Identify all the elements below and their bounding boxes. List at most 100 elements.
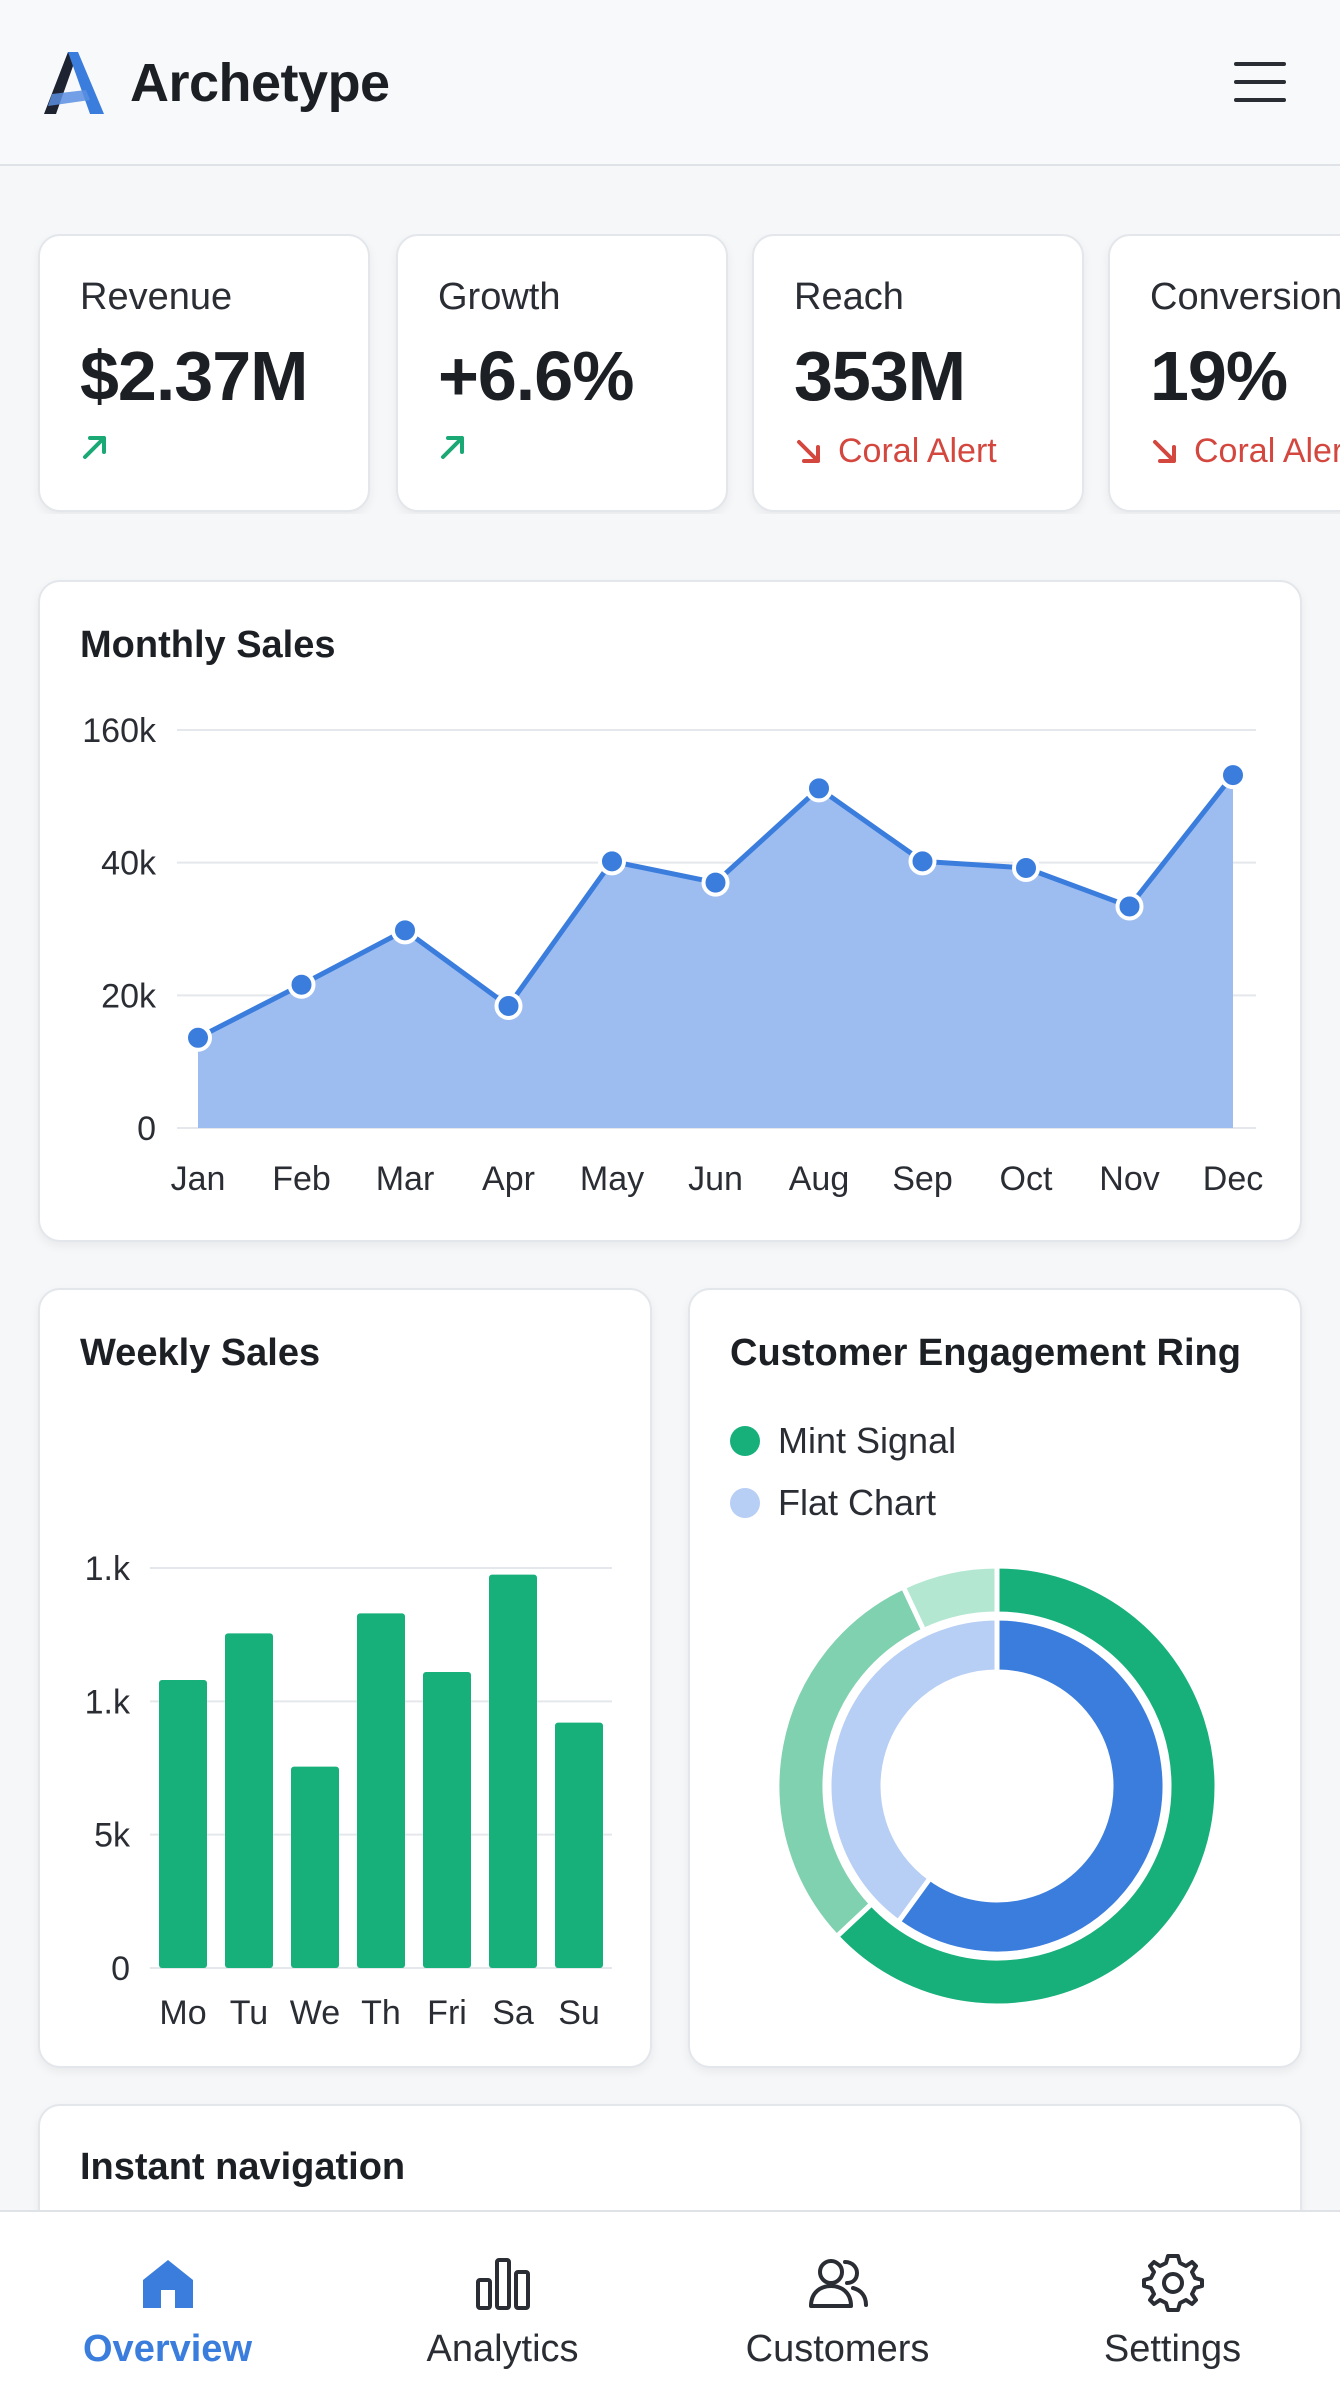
y-tick-label: 1.k xyxy=(85,1550,131,1588)
nav-item-settings[interactable]: Settings xyxy=(1005,2212,1340,2400)
x-tick-label: Jan xyxy=(171,1160,226,1198)
hamburger-menu-button[interactable] xyxy=(1230,58,1290,108)
data-point[interactable] xyxy=(1115,892,1144,921)
kpi-trend: Coral Alert xyxy=(794,432,997,471)
data-point[interactable] xyxy=(701,868,730,897)
nav-label: Customers xyxy=(745,2328,930,2370)
weekly-bar[interactable] xyxy=(159,1680,207,1968)
ring-slice[interactable] xyxy=(894,1615,1168,1957)
kpi-carousel[interactable]: Revenue $2.37M Growth +6.6% Reach 353M C… xyxy=(0,234,1340,514)
data-point[interactable] xyxy=(908,847,937,876)
x-tick-label: Th xyxy=(361,1994,401,2032)
kpi-label: Conversion xyxy=(1150,276,1340,318)
legend-dot xyxy=(730,1488,760,1518)
data-point[interactable] xyxy=(391,916,419,945)
x-tick-label: Su xyxy=(558,1994,600,2032)
kpi-label: Growth xyxy=(438,276,561,318)
y-tick-label: 0 xyxy=(137,1110,156,1148)
weekly-bar[interactable] xyxy=(291,1766,339,1968)
legend-label: Flat Chart xyxy=(778,1482,937,1523)
y-tick-label: 1.k xyxy=(85,1683,131,1721)
x-tick-label: Fri xyxy=(427,1994,467,2032)
legend-item-flat-chart[interactable]: Flat Chart xyxy=(730,1472,956,1534)
monthly-sales-card: Monthly Sales 0 20k 40k 160k Jan Feb Mar Apr May… xyxy=(38,580,1302,1242)
weekly-sales-chart[interactable]: 0 5k 1.k 1.k Mo Tu We Th Fri Sa Su xyxy=(40,1290,652,2068)
kpi-card-conversion[interactable]: Conversion 19% Coral Alert xyxy=(1108,234,1340,512)
y-tick-label: 0 xyxy=(111,1950,130,1988)
home-icon xyxy=(142,2260,193,2308)
kpi-trend-text: Coral Alert xyxy=(1194,432,1340,470)
trend-up-icon xyxy=(83,436,106,459)
weekly-bar[interactable] xyxy=(489,1574,537,1968)
bottom-navigation: Overview Analytics Customers xyxy=(0,2210,1340,2400)
weekly-bar[interactable] xyxy=(225,1633,273,1968)
customer-engagement-card: Customer Engagement Ring Mint Signal Fla… xyxy=(688,1288,1302,2068)
kpi-card-reach[interactable]: Reach 353M Coral Alert xyxy=(752,234,1084,512)
data-point[interactable] xyxy=(287,970,316,999)
x-tick-label: Mar xyxy=(376,1160,435,1198)
engagement-ring-chart[interactable] xyxy=(690,1290,1302,2068)
y-tick-label: 40k xyxy=(101,845,157,883)
trend-up-icon xyxy=(441,436,464,459)
nav-item-customers[interactable]: Customers xyxy=(670,2212,1005,2400)
x-tick-label: Tu xyxy=(230,1994,268,2032)
bar-chart-icon xyxy=(475,2258,530,2310)
x-tick-label: Sa xyxy=(492,1994,534,2032)
x-tick-label: Feb xyxy=(272,1160,331,1198)
kpi-value: +6.6% xyxy=(438,337,634,415)
x-tick-label: Dec xyxy=(1203,1160,1263,1198)
data-point[interactable] xyxy=(1219,761,1247,790)
weekly-bar[interactable] xyxy=(423,1672,471,1968)
nav-label: Overview xyxy=(83,2328,252,2370)
nav-item-overview[interactable]: Overview xyxy=(0,2212,335,2400)
ring-slice[interactable] xyxy=(826,1615,1000,1926)
legend-item-mint-signal[interactable]: Mint Signal xyxy=(730,1410,956,1472)
kpi-value: $2.37M xyxy=(80,337,308,415)
x-tick-label: Mo xyxy=(159,1994,206,2032)
data-point[interactable] xyxy=(494,991,523,1020)
kpi-trend: Coral Alert xyxy=(1150,432,1340,471)
nav-item-analytics[interactable]: Analytics xyxy=(335,2212,670,2400)
ring-slice[interactable] xyxy=(900,1563,1000,1634)
data-point[interactable] xyxy=(1012,853,1040,882)
x-tick-label: Aug xyxy=(789,1160,850,1198)
nav-label: Settings xyxy=(1103,2328,1242,2370)
data-point[interactable] xyxy=(805,774,833,803)
monthly-sales-chart[interactable]: 0 20k 40k 160k Jan Feb Mar Apr May Jun Aug Sep Oct No… xyxy=(40,582,1302,1242)
trend-down-icon xyxy=(1153,439,1176,463)
card-title: Monthly Sales xyxy=(80,624,336,666)
x-tick-label: Sep xyxy=(892,1160,953,1198)
weekly-bar[interactable] xyxy=(357,1613,405,1968)
kpi-label: Reach xyxy=(794,276,904,318)
users-icon xyxy=(808,2259,868,2308)
x-tick-label: Apr xyxy=(482,1160,535,1198)
app-title: Archetype xyxy=(130,53,390,113)
data-point[interactable] xyxy=(184,1023,212,1052)
legend-label: Mint Signal xyxy=(778,1420,957,1461)
x-tick-label: Nov xyxy=(1099,1160,1159,1198)
data-point[interactable] xyxy=(598,847,626,876)
card-title: Customer Engagement Ring xyxy=(730,1332,1241,1374)
y-tick-label: 160k xyxy=(82,712,157,750)
card-title: Instant navigation xyxy=(80,2146,406,2188)
kpi-value: 19% xyxy=(1150,337,1288,415)
nav-label: Analytics xyxy=(426,2328,579,2370)
kpi-card-revenue[interactable]: Revenue $2.37M xyxy=(38,234,370,512)
x-tick-label: Oct xyxy=(1000,1160,1053,1198)
archetype-logo-icon xyxy=(44,52,104,114)
ring-slice[interactable] xyxy=(833,1563,1220,2009)
gear-icon xyxy=(1141,2254,1204,2312)
kpi-label: Revenue xyxy=(80,276,233,318)
weekly-bar[interactable] xyxy=(555,1722,603,1968)
weekly-sales-card: Weekly Sales 0 5k 1.k 1.k Mo Tu We Th Fri Sa Su xyxy=(38,1288,652,2068)
x-tick-label: Jun xyxy=(688,1160,743,1198)
kpi-value: 353M xyxy=(794,337,966,415)
menu-line xyxy=(1234,98,1286,102)
menu-line xyxy=(1234,62,1286,66)
sales-area xyxy=(198,775,1233,1128)
y-tick-label: 20k xyxy=(101,977,157,1015)
card-title: Weekly Sales xyxy=(80,1332,321,1374)
y-tick-label: 5k xyxy=(94,1817,131,1855)
kpi-card-growth[interactable]: Growth +6.6% xyxy=(396,234,728,512)
